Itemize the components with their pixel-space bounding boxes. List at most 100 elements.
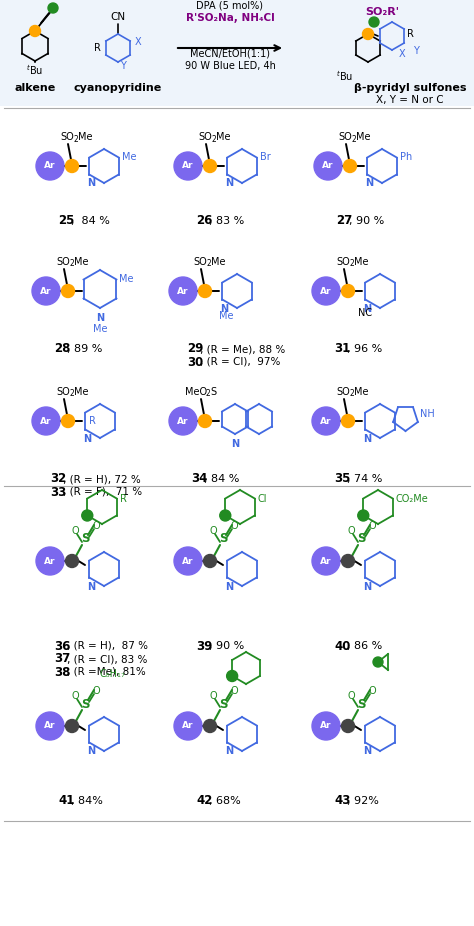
Text: S: S [357, 697, 365, 710]
Text: , 84 %: , 84 % [204, 474, 239, 484]
Text: 2: 2 [207, 259, 212, 269]
Text: 2: 2 [350, 259, 355, 269]
Text: Ph: Ph [400, 152, 412, 161]
Text: , 89 %: , 89 % [67, 344, 102, 354]
Circle shape [312, 547, 340, 575]
Text: , (R = F),  71 %: , (R = F), 71 % [63, 487, 142, 497]
Text: 25: 25 [58, 215, 74, 228]
Text: O: O [209, 691, 217, 701]
Text: Me: Me [356, 132, 371, 142]
Text: Me: Me [122, 152, 136, 161]
Text: 2: 2 [350, 390, 355, 398]
Text: 27: 27 [336, 215, 352, 228]
Text: 32: 32 [50, 472, 66, 485]
Circle shape [203, 555, 217, 568]
Text: $^t$Bu: $^t$Bu [337, 69, 354, 83]
Text: O: O [92, 686, 100, 696]
Text: 43: 43 [334, 795, 350, 807]
Text: , 84%: , 84% [71, 796, 103, 806]
Circle shape [36, 712, 64, 740]
Text: 2: 2 [352, 134, 357, 144]
Circle shape [312, 407, 340, 435]
Text: SO: SO [193, 257, 207, 267]
Circle shape [203, 159, 217, 172]
Text: N: N [365, 179, 374, 189]
Text: 28: 28 [54, 343, 70, 356]
Circle shape [62, 284, 74, 297]
Text: Me: Me [211, 257, 226, 267]
Text: , (R = Cl), 83 %: , (R = Cl), 83 % [67, 654, 147, 664]
Text: 90 W Blue LED, 4h: 90 W Blue LED, 4h [184, 61, 275, 71]
Circle shape [203, 720, 217, 732]
Circle shape [199, 284, 211, 297]
Text: CN: CN [110, 12, 126, 22]
Text: O: O [368, 521, 376, 531]
Text: MeO: MeO [185, 387, 207, 397]
Text: S: S [357, 532, 365, 545]
Circle shape [32, 277, 60, 305]
Text: N: N [225, 746, 233, 757]
Text: 29: 29 [187, 343, 203, 356]
Circle shape [174, 547, 202, 575]
Text: R: R [120, 494, 127, 504]
Text: Ar: Ar [40, 286, 52, 295]
Text: Me: Me [354, 387, 368, 397]
Text: , 86 %: , 86 % [347, 641, 382, 651]
Text: , 90 %: , 90 % [209, 641, 244, 651]
Text: , 96 %: , 96 % [347, 344, 382, 354]
Text: alkene: alkene [14, 83, 55, 93]
Text: 2: 2 [70, 390, 75, 398]
Text: , (R = Cl),  97%: , (R = Cl), 97% [200, 357, 281, 367]
Text: O: O [71, 526, 79, 536]
Text: X, Y = N or C: X, Y = N or C [376, 95, 444, 105]
Text: , (R = Me), 88 %: , (R = Me), 88 % [200, 344, 285, 354]
Text: Me: Me [93, 324, 107, 334]
Circle shape [341, 720, 355, 732]
Text: Ar: Ar [44, 721, 56, 731]
Text: DPA (5 mol%): DPA (5 mol%) [197, 1, 264, 11]
Text: CO₂Me: CO₂Me [396, 494, 428, 504]
Text: 26: 26 [196, 215, 212, 228]
Text: SO: SO [338, 132, 352, 142]
Text: O: O [347, 526, 355, 536]
Text: Ar: Ar [40, 417, 52, 426]
Circle shape [174, 712, 202, 740]
Text: MeCN/EtOH(1:1): MeCN/EtOH(1:1) [190, 49, 270, 59]
Text: Br: Br [260, 152, 271, 161]
Text: 37: 37 [54, 653, 70, 666]
Circle shape [344, 159, 356, 172]
Text: Y: Y [413, 46, 419, 56]
Circle shape [358, 510, 369, 521]
Circle shape [314, 152, 342, 180]
Text: Ar: Ar [320, 557, 332, 566]
Circle shape [199, 415, 211, 428]
Text: , 90 %: , 90 % [349, 216, 384, 226]
Circle shape [32, 407, 60, 435]
Text: , 68%: , 68% [209, 796, 241, 806]
Text: ,  84 %: , 84 % [71, 216, 110, 226]
Text: , 83 %: , 83 % [209, 216, 244, 226]
Text: 33: 33 [50, 485, 66, 498]
Text: 2: 2 [74, 134, 79, 144]
Text: Ar: Ar [322, 161, 334, 170]
Text: , (R =Me), 81%: , (R =Me), 81% [67, 667, 146, 677]
Circle shape [36, 547, 64, 575]
Circle shape [36, 152, 64, 180]
Text: Cl: Cl [258, 494, 267, 504]
Circle shape [29, 26, 40, 36]
Text: Ar: Ar [320, 721, 332, 731]
Text: N: N [225, 179, 233, 189]
Text: N: N [87, 582, 95, 592]
Circle shape [369, 17, 379, 27]
Text: SO: SO [336, 387, 350, 397]
Circle shape [48, 3, 58, 13]
Text: 42: 42 [196, 795, 212, 807]
Circle shape [174, 152, 202, 180]
Text: C₈H₁₇: C₈H₁₇ [100, 669, 126, 679]
Text: O: O [209, 526, 217, 536]
Text: N: N [220, 304, 228, 314]
Text: S: S [81, 697, 89, 710]
Text: , (R = H),  87 %: , (R = H), 87 % [67, 641, 148, 651]
Circle shape [82, 510, 93, 521]
Text: Ar: Ar [182, 721, 194, 731]
